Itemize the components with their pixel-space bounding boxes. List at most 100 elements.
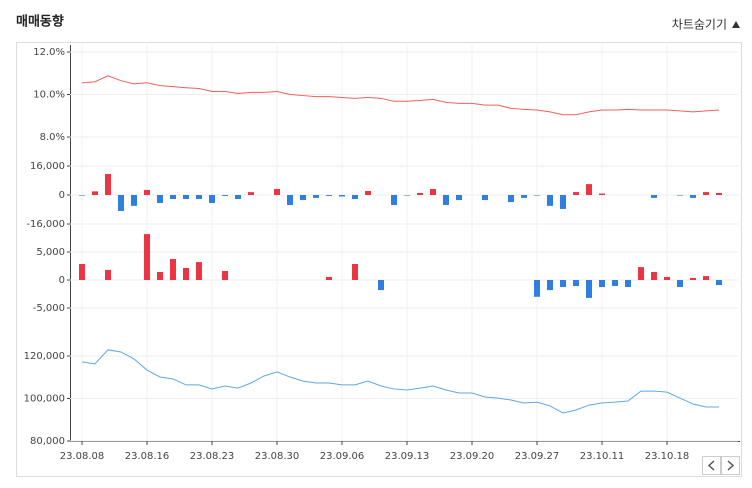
x-tick-label: 23.08.16 bbox=[125, 451, 170, 462]
prev-button[interactable] bbox=[702, 456, 721, 475]
y-tick-label: 120,000 bbox=[24, 351, 65, 362]
x-tick-label: 23.09.13 bbox=[385, 451, 430, 462]
bar bbox=[118, 195, 124, 211]
bar bbox=[326, 195, 332, 196]
bar bbox=[222, 195, 228, 196]
bar bbox=[378, 280, 384, 291]
bar bbox=[534, 280, 540, 297]
x-tick-label: 23.08.08 bbox=[60, 451, 105, 462]
bar bbox=[560, 195, 566, 209]
bar bbox=[79, 263, 85, 280]
bar bbox=[313, 195, 319, 198]
x-tick-label: 23.10.18 bbox=[645, 451, 690, 462]
bar bbox=[79, 195, 85, 196]
bar bbox=[326, 276, 332, 280]
bar bbox=[560, 280, 566, 287]
bar bbox=[365, 191, 371, 195]
bar bbox=[157, 271, 163, 280]
bar bbox=[352, 195, 358, 199]
bar bbox=[183, 268, 189, 280]
y-tick-label: 16,000 bbox=[30, 161, 65, 172]
bar bbox=[404, 195, 410, 196]
bar bbox=[651, 195, 657, 198]
bar bbox=[183, 195, 189, 199]
y-tick-label: 100,000 bbox=[24, 394, 65, 405]
bar bbox=[508, 195, 514, 203]
x-tick-label: 23.09.27 bbox=[515, 451, 560, 462]
bar bbox=[430, 189, 436, 195]
bar bbox=[209, 195, 215, 203]
bar bbox=[170, 195, 176, 199]
y-tick-label: 8.0% bbox=[40, 132, 65, 143]
bar bbox=[703, 192, 709, 195]
x-tick-label: 23.08.30 bbox=[255, 451, 300, 462]
y-tick-label: 0 bbox=[59, 190, 65, 201]
y-tick-label: 80,000 bbox=[30, 436, 65, 447]
bar bbox=[677, 195, 683, 196]
bar bbox=[573, 192, 579, 195]
bar bbox=[482, 195, 488, 201]
bar bbox=[521, 195, 527, 198]
y-tick-label: 10.0% bbox=[33, 90, 65, 101]
bar bbox=[599, 193, 605, 195]
bar bbox=[456, 195, 462, 201]
bar bbox=[339, 195, 345, 197]
y-tick-label: -16,000 bbox=[26, 219, 65, 230]
bar bbox=[586, 280, 592, 298]
bar bbox=[443, 195, 449, 205]
prev-icon[interactable] bbox=[707, 460, 715, 471]
toggle-arrow[interactable] bbox=[732, 21, 740, 28]
x-tick-label: 23.09.06 bbox=[320, 451, 365, 462]
bar bbox=[586, 184, 592, 195]
bar bbox=[534, 195, 540, 196]
bar bbox=[690, 195, 696, 198]
bar bbox=[677, 280, 683, 287]
bar bbox=[547, 195, 553, 206]
bar bbox=[352, 263, 358, 280]
bar bbox=[638, 267, 644, 280]
chart-frame bbox=[16, 42, 742, 477]
x-tick-label: 23.08.23 bbox=[190, 451, 235, 462]
bar bbox=[664, 276, 670, 280]
bar bbox=[287, 195, 293, 205]
bar bbox=[235, 195, 241, 199]
bar bbox=[651, 271, 657, 280]
bar bbox=[222, 271, 228, 280]
bar bbox=[105, 173, 111, 195]
bar bbox=[599, 280, 605, 287]
bar bbox=[170, 259, 176, 280]
y-tick-label: 5,000 bbox=[36, 247, 65, 258]
bar bbox=[105, 269, 111, 280]
bar bbox=[157, 195, 163, 203]
line bbox=[81, 75, 720, 116]
bar bbox=[716, 280, 722, 286]
bar bbox=[196, 262, 202, 280]
y-tick-label: -5,000 bbox=[33, 303, 65, 314]
next-icon[interactable] bbox=[727, 460, 735, 471]
bar bbox=[612, 280, 618, 286]
bar bbox=[144, 189, 150, 195]
bar bbox=[248, 192, 254, 195]
bar bbox=[716, 193, 722, 195]
bar bbox=[391, 195, 397, 205]
x-tick-label: 23.10.11 bbox=[580, 451, 625, 462]
bar bbox=[196, 195, 202, 199]
bar bbox=[131, 195, 137, 206]
bar bbox=[300, 195, 306, 201]
bar bbox=[625, 280, 631, 287]
bar bbox=[690, 277, 696, 280]
bar bbox=[573, 280, 579, 286]
bar bbox=[703, 276, 709, 280]
y-tick-label: 0 bbox=[59, 275, 65, 286]
bar bbox=[92, 191, 98, 195]
section-title: 매매동향 bbox=[16, 14, 64, 30]
bar bbox=[144, 234, 150, 280]
x-tick-label: 23.09.20 bbox=[450, 451, 495, 462]
y-tick-label: 12.0% bbox=[33, 47, 65, 58]
next-button[interactable] bbox=[721, 456, 740, 475]
bar bbox=[547, 280, 553, 291]
toggle-chart[interactable]: 차트숨기기 bbox=[672, 18, 727, 32]
line bbox=[81, 349, 719, 414]
bar bbox=[417, 193, 423, 195]
